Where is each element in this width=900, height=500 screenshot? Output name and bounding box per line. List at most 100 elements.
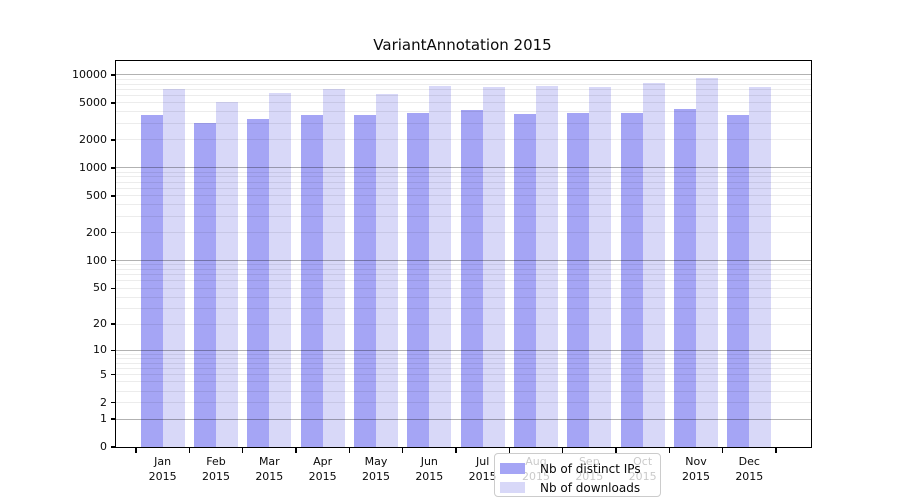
plot-area: Nb of distinct IPs Nb of downloads 0 1 2 5 1… — [72, 60, 812, 497]
y-axis-tick — [111, 195, 116, 197]
x-tick-label: Jan 2015 — [148, 455, 177, 483]
y-axis-tick — [111, 259, 116, 262]
x-axis-tick — [668, 448, 670, 453]
x-tick-label: Feb 2015 — [201, 455, 230, 483]
x-axis-tick — [348, 448, 350, 453]
y-axis-tick — [111, 102, 116, 104]
gridline-major — [116, 167, 811, 169]
gridline-minor — [116, 367, 811, 369]
y-tick-label: 50 — [93, 281, 107, 295]
y-tick-label: 10 — [93, 343, 107, 357]
bar-downloads — [536, 85, 559, 447]
gridline-minor — [116, 123, 811, 125]
gridline-minor — [116, 232, 811, 234]
x-axis-tick — [455, 448, 457, 453]
gridline-minor — [116, 188, 811, 190]
x-axis-tick — [402, 448, 404, 453]
y-axis-tick — [111, 402, 116, 404]
y-axis-tick — [111, 446, 116, 448]
bar-downloads — [749, 86, 772, 447]
y-tick-label: 200 — [86, 225, 107, 239]
y-tick-label: 5000 — [79, 95, 107, 109]
gridline-minor — [116, 353, 811, 355]
x-axis-tick — [188, 448, 190, 453]
x-axis-tick — [135, 448, 137, 453]
x-tick-label: Dec 2015 — [735, 455, 764, 483]
gridlines-layer — [116, 61, 811, 447]
bar-distinct-ips — [354, 115, 377, 447]
y-axis-tick — [111, 323, 116, 325]
bar-distinct-ips — [727, 114, 750, 447]
legend-item-downloads: Nb of downloads — [500, 478, 660, 497]
y-tick-label: 20 — [93, 317, 107, 331]
gridline-minor — [116, 390, 811, 392]
legend-swatch-downloads — [500, 482, 525, 493]
gridline-minor — [116, 181, 811, 183]
y-tick-label: 2000 — [79, 132, 107, 146]
x-axis-tick — [562, 448, 564, 453]
gridline-minor — [116, 287, 811, 289]
legend-label-downloads: Nb of downloads — [540, 480, 641, 495]
gridline-minor — [116, 269, 811, 270]
bar-downloads — [589, 86, 612, 447]
gridline-minor — [116, 171, 811, 173]
legend-item-distinct-ips: Nb of distinct IPs — [500, 459, 660, 478]
gridline-minor — [116, 176, 811, 178]
chart-title: VariantAnnotation 2015 — [373, 36, 552, 54]
x-tick-label: May 2015 — [361, 455, 390, 483]
legend-label-distinct-ips: Nb of distinct IPs — [540, 461, 641, 476]
bar-distinct-ips — [194, 122, 217, 447]
x-axis-tick — [295, 448, 297, 453]
x-axis-tick — [508, 448, 510, 453]
bar-downloads — [429, 85, 452, 447]
gridline-minor — [116, 280, 811, 282]
legend-swatch-distinct-ips — [500, 463, 525, 474]
y-tick-label: 1 — [100, 412, 107, 425]
gridline-minor — [116, 362, 811, 364]
gridline-minor — [116, 307, 811, 309]
bar-distinct-ips — [300, 115, 323, 447]
y-axis-tick — [111, 287, 116, 289]
gridline-minor — [116, 204, 811, 206]
y-tick-label: 500 — [86, 188, 107, 202]
x-tick-label: Apr 2015 — [308, 455, 337, 483]
bar-distinct-ips — [460, 109, 483, 447]
gridline-minor — [116, 381, 811, 383]
gridline-major — [116, 418, 811, 420]
y-tick-label: 2 — [100, 395, 107, 409]
gridline-major — [116, 349, 811, 351]
bar-distinct-ips — [407, 113, 430, 447]
y-axis-tick — [111, 167, 116, 169]
bar-downloads — [322, 89, 345, 447]
bar-downloads — [642, 83, 665, 447]
y-tick-label: 1000 — [79, 160, 107, 174]
gridline-minor — [116, 274, 811, 276]
bar-distinct-ips — [514, 114, 537, 447]
bar-downloads — [376, 93, 399, 447]
x-tick-label: Mar 2015 — [255, 455, 284, 483]
gridline-minor — [116, 296, 811, 298]
x-tick-label: Jun 2015 — [415, 455, 444, 483]
gridline-minor — [116, 88, 811, 90]
gridline-minor — [116, 78, 811, 80]
gridline-minor — [116, 139, 811, 141]
y-tick-label: 100 — [86, 253, 107, 267]
gridline-minor — [116, 83, 811, 85]
y-axis-tick — [111, 374, 116, 376]
bar-distinct-ips — [247, 118, 270, 447]
y-tick-label: 10000 — [72, 67, 107, 81]
bar-downloads — [482, 86, 505, 447]
y-tick-label: 5 — [100, 367, 107, 381]
gridline-minor — [116, 102, 811, 104]
gridline-minor — [116, 215, 811, 217]
legend-box: Nb of distinct IPs Nb of downloads — [494, 453, 661, 497]
gridline-minor — [116, 357, 811, 359]
y-axis-tick — [111, 139, 116, 141]
x-axis-tick — [242, 448, 244, 453]
bars-layer — [116, 61, 811, 447]
x-axis-tick — [775, 448, 777, 453]
gridline-minor — [116, 111, 811, 113]
x-tick-label: Nov 2015 — [681, 455, 710, 483]
x-tick-label: Jul 2015 — [468, 455, 497, 483]
